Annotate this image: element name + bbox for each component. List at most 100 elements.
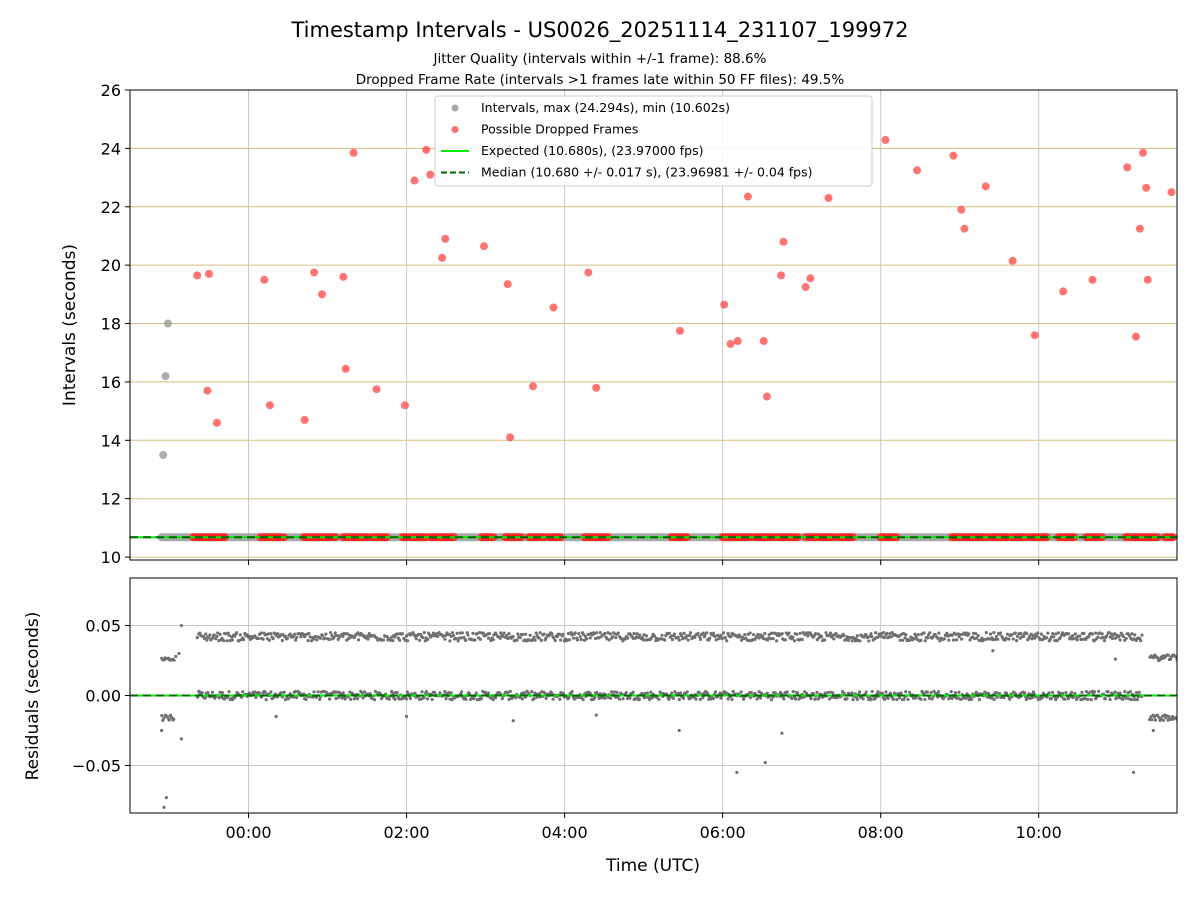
residual-dot bbox=[1069, 690, 1074, 694]
residual-dot bbox=[988, 632, 993, 636]
dropped-frame-point-5 bbox=[265, 401, 274, 410]
residual-dot bbox=[763, 631, 767, 636]
residual-dot bbox=[279, 691, 283, 695]
dropped-frame-point-40 bbox=[949, 151, 958, 160]
residual-dot bbox=[846, 638, 850, 642]
residual-dot bbox=[368, 692, 372, 696]
residual-dot bbox=[578, 635, 582, 639]
residual-dot bbox=[598, 630, 602, 635]
residual-dot bbox=[898, 638, 902, 642]
residual-outlier-0 bbox=[162, 805, 166, 810]
residual-dot bbox=[1061, 691, 1065, 696]
residual-dot bbox=[634, 635, 639, 639]
residual-dot bbox=[205, 638, 209, 642]
residual-dot bbox=[950, 696, 954, 701]
residual-dot bbox=[593, 696, 597, 700]
residual-dot bbox=[400, 632, 405, 636]
residual-dot bbox=[1063, 697, 1067, 701]
residual-dot bbox=[769, 631, 774, 635]
residual-dot bbox=[698, 635, 702, 639]
residual-dot bbox=[203, 696, 208, 700]
residual-dot bbox=[851, 698, 855, 702]
residual-dot bbox=[561, 632, 565, 636]
residual-dot bbox=[575, 638, 580, 642]
residual-dot bbox=[583, 634, 587, 638]
dropped-frame-point-31 bbox=[759, 337, 768, 346]
residual-dot bbox=[945, 631, 949, 635]
top-ytick-label-0: 10 bbox=[101, 548, 121, 567]
residual-dot bbox=[532, 635, 536, 639]
normal-interval-point-2 bbox=[163, 319, 172, 328]
residual-dot bbox=[1019, 631, 1023, 636]
residual-dot bbox=[365, 634, 369, 638]
residual-dot bbox=[954, 638, 959, 642]
residual-dot bbox=[795, 632, 799, 636]
residual-dot bbox=[207, 636, 211, 640]
residual-dot bbox=[532, 697, 536, 701]
residual-dot bbox=[464, 638, 468, 643]
residual-dot bbox=[919, 638, 923, 642]
residual-dot bbox=[537, 692, 542, 696]
residual-dot bbox=[1133, 698, 1137, 702]
residual-dot bbox=[679, 634, 684, 638]
residual-outlier-7 bbox=[780, 731, 784, 735]
residual-dot bbox=[608, 632, 613, 636]
residual-dot bbox=[447, 691, 451, 695]
residual-dot bbox=[1079, 637, 1083, 642]
residual-dot bbox=[1167, 714, 1171, 719]
residual-dot bbox=[669, 634, 673, 638]
residual-dot bbox=[1118, 638, 1122, 642]
residual-dot bbox=[295, 635, 299, 640]
residual-dot bbox=[312, 690, 316, 694]
residual-dot bbox=[1174, 716, 1177, 720]
residual-dot bbox=[967, 632, 971, 636]
residual-dot bbox=[507, 697, 511, 702]
residual-dot bbox=[996, 637, 1000, 641]
residual-outlier-11 bbox=[991, 649, 995, 653]
residual-dot bbox=[309, 639, 314, 643]
residual-dot bbox=[957, 690, 961, 694]
residual-dot bbox=[1106, 690, 1110, 694]
residual-dot bbox=[758, 696, 763, 700]
residual-dot bbox=[320, 633, 325, 638]
residual-band-4 bbox=[1148, 713, 1177, 722]
residual-dot bbox=[1121, 697, 1125, 701]
residual-dot bbox=[705, 631, 709, 635]
residual-dot bbox=[932, 689, 936, 693]
residual-dot bbox=[195, 636, 199, 640]
residual-dot bbox=[493, 696, 498, 700]
residual-dot bbox=[791, 635, 795, 639]
residual-dot bbox=[448, 639, 452, 643]
residual-dot bbox=[891, 697, 895, 701]
residual-dot bbox=[333, 631, 337, 635]
residual-dot bbox=[537, 636, 541, 640]
residual-dot bbox=[703, 633, 707, 637]
residual-dot bbox=[919, 697, 923, 701]
residual-dot bbox=[1072, 637, 1076, 641]
residual-dot bbox=[307, 632, 311, 636]
residual-dot bbox=[332, 635, 336, 640]
residual-dot bbox=[411, 631, 415, 635]
residual-dot bbox=[745, 638, 749, 642]
residual-dot bbox=[381, 638, 386, 642]
residual-dot bbox=[1116, 691, 1120, 695]
residual-outlier-15 bbox=[404, 714, 409, 719]
residual-dot bbox=[698, 697, 702, 701]
bottom-ytick-label-0: −0.05 bbox=[72, 756, 121, 775]
residual-dot bbox=[782, 697, 786, 701]
residual-dot bbox=[550, 632, 554, 636]
residual-dot bbox=[800, 637, 804, 642]
chart-subtitle-jitter: Jitter Quality (intervals within +/-1 fr… bbox=[433, 51, 767, 67]
residual-dot bbox=[865, 635, 870, 640]
residual-dot bbox=[858, 639, 862, 643]
residual-dot bbox=[787, 631, 791, 635]
residual-dot bbox=[685, 690, 689, 694]
intervals-panel: 10 12 14 16 18 20 22 24 26 bbox=[101, 81, 1178, 567]
residual-dot bbox=[719, 633, 723, 637]
residual-dot bbox=[479, 696, 484, 701]
residual-dot bbox=[783, 638, 787, 642]
residual-dot bbox=[324, 632, 328, 636]
dropped-frame-point-1 bbox=[205, 269, 214, 278]
residual-dot bbox=[450, 631, 455, 635]
residual-dot bbox=[1039, 632, 1043, 636]
